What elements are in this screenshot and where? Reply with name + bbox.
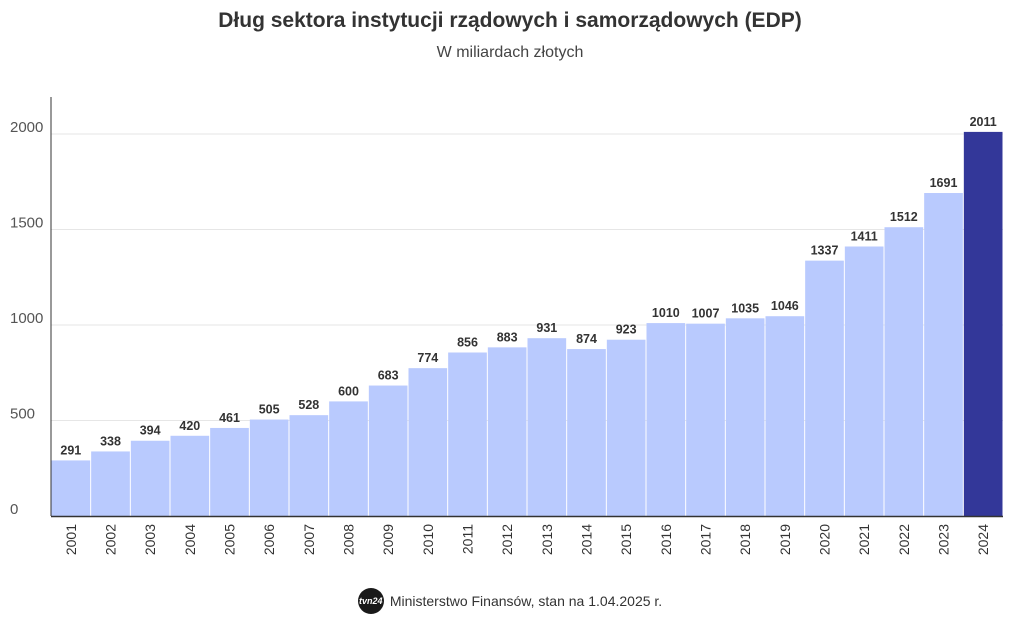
x-tick-label: 2015 bbox=[618, 524, 634, 555]
data-label: 883 bbox=[497, 330, 518, 344]
bar bbox=[210, 427, 249, 516]
x-tick-label: 2011 bbox=[460, 524, 476, 554]
x-tick-label: 2004 bbox=[182, 524, 198, 555]
x-tick-label: 2013 bbox=[539, 524, 555, 555]
x-tick-label: 2008 bbox=[341, 524, 357, 555]
data-label: 1691 bbox=[930, 176, 958, 190]
x-tick-label: 2006 bbox=[261, 524, 277, 555]
source-text: Ministerstwo Finansów, stan na 1.04.2025… bbox=[389, 593, 663, 609]
bar bbox=[51, 460, 91, 516]
data-label: 856 bbox=[457, 336, 478, 350]
data-label: 394 bbox=[140, 424, 161, 438]
x-tick-label: 2009 bbox=[380, 524, 396, 555]
x-tick-label: 2003 bbox=[142, 524, 158, 555]
data-label: 2011 bbox=[970, 115, 997, 129]
y-tick-label: 1500 bbox=[10, 215, 43, 232]
data-label: 1035 bbox=[731, 301, 759, 315]
x-tick-label: 2024 bbox=[975, 524, 991, 555]
y-tick-label: 1000 bbox=[10, 310, 43, 327]
tvn24-logo-icon: tvn24 bbox=[357, 588, 384, 614]
data-label: 874 bbox=[576, 332, 597, 346]
bar bbox=[130, 440, 170, 516]
x-tick-label: 2021 bbox=[856, 524, 872, 555]
x-tick-label: 2022 bbox=[896, 524, 912, 555]
bar bbox=[765, 316, 805, 516]
chart-subtitle: W miliardach złotych bbox=[436, 44, 584, 61]
x-tick-label: 2018 bbox=[737, 524, 753, 555]
bar bbox=[844, 246, 884, 516]
x-tick-label: 2019 bbox=[777, 524, 793, 555]
data-label: 1010 bbox=[652, 306, 680, 320]
bar bbox=[924, 193, 963, 517]
bar bbox=[606, 339, 646, 516]
data-label: 923 bbox=[616, 323, 637, 337]
data-label: 420 bbox=[179, 419, 200, 433]
bar bbox=[963, 131, 1003, 517]
x-tick-label: 2001 bbox=[63, 524, 79, 555]
x-tick-label: 2010 bbox=[420, 524, 436, 555]
data-label: 600 bbox=[338, 384, 359, 398]
data-label: 505 bbox=[259, 403, 280, 417]
bar bbox=[527, 338, 567, 516]
x-tick-label: 2020 bbox=[817, 524, 833, 555]
chart-title: Dług sektora instytucji rządowych i samo… bbox=[218, 9, 802, 32]
bar bbox=[686, 323, 725, 516]
x-tick-label: 2007 bbox=[301, 524, 317, 555]
bar bbox=[567, 349, 606, 516]
bar bbox=[91, 451, 130, 516]
y-tick-label: 0 bbox=[10, 501, 18, 518]
bar bbox=[805, 260, 844, 516]
bar bbox=[249, 419, 289, 516]
bar bbox=[329, 401, 368, 516]
bar bbox=[289, 415, 329, 516]
x-tick-label: 2016 bbox=[658, 524, 674, 555]
data-label: 338 bbox=[100, 434, 121, 448]
data-label: 528 bbox=[298, 398, 319, 412]
bar bbox=[646, 323, 686, 516]
data-label: 774 bbox=[417, 351, 438, 365]
data-label: 1046 bbox=[771, 299, 799, 313]
data-label: 291 bbox=[60, 443, 81, 457]
bar bbox=[487, 347, 527, 516]
bar bbox=[368, 385, 408, 516]
x-tick-label: 2017 bbox=[698, 524, 714, 555]
data-label: 931 bbox=[536, 321, 557, 335]
bar bbox=[884, 227, 924, 516]
data-label: 1007 bbox=[692, 307, 720, 321]
source-footer: tvn24 Ministerstwo Finansów, stan na 1.0… bbox=[0, 588, 1020, 614]
bar bbox=[170, 435, 210, 516]
x-tick-label: 2012 bbox=[499, 524, 515, 555]
y-tick-label: 2000 bbox=[10, 119, 43, 136]
x-tick-label: 2023 bbox=[936, 524, 952, 555]
x-tick-label: 2002 bbox=[103, 524, 119, 555]
x-tick-label: 2014 bbox=[579, 524, 595, 555]
bar bbox=[725, 318, 765, 516]
data-label: 461 bbox=[219, 411, 240, 425]
data-label: 1337 bbox=[811, 244, 839, 258]
bar bbox=[408, 368, 448, 516]
bar bbox=[448, 352, 487, 516]
data-label: 683 bbox=[378, 369, 399, 383]
y-tick-label: 500 bbox=[10, 406, 35, 423]
x-tick-label: 2005 bbox=[222, 524, 238, 555]
data-label: 1512 bbox=[890, 210, 918, 224]
data-label: 1411 bbox=[851, 229, 878, 243]
